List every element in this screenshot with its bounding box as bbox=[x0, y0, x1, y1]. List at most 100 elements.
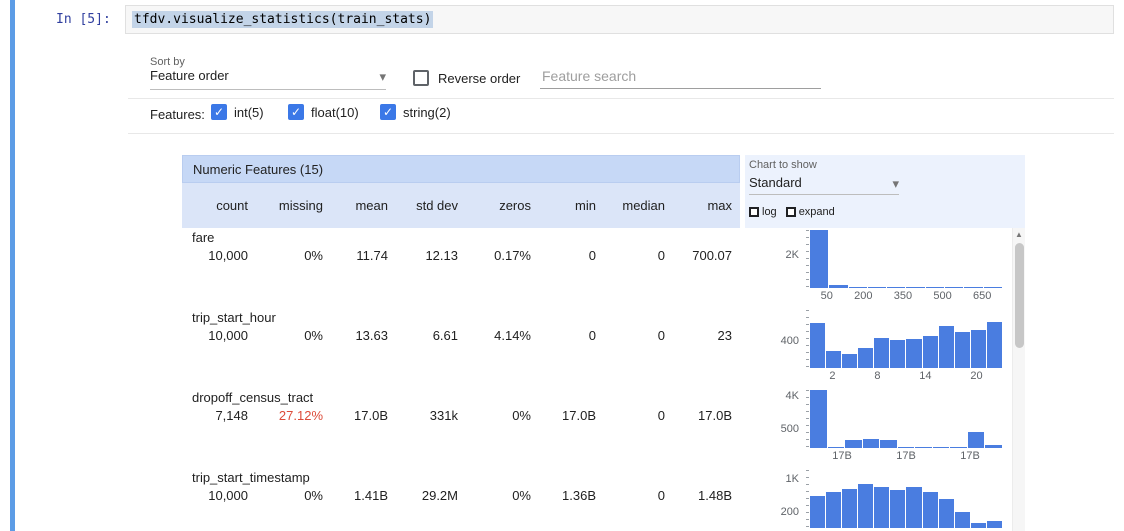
histogram-fare: 2K 50 200 350 500 650 bbox=[745, 228, 1013, 308]
histogram-bar bbox=[858, 484, 874, 528]
column-header-mean: mean bbox=[355, 198, 388, 213]
x-tick-label: 50 bbox=[820, 290, 833, 302]
histogram-bar bbox=[874, 487, 890, 528]
feature-values: 10,000 0% 1.41B 29.2M 0% 1.36B 0 1.48B bbox=[182, 488, 740, 503]
histogram-bar bbox=[845, 440, 862, 448]
filter-int[interactable]: ✓ int(5) bbox=[211, 104, 264, 120]
divider bbox=[128, 98, 1114, 99]
histogram-bar bbox=[970, 330, 986, 368]
reverse-order-checkbox[interactable]: ✓ bbox=[413, 70, 429, 86]
cell-median: 0 bbox=[657, 248, 665, 263]
chart-type-select[interactable]: Standard ▾ bbox=[749, 175, 899, 195]
histogram-bar bbox=[827, 447, 845, 448]
float-checkbox[interactable]: ✓ bbox=[288, 104, 304, 120]
histogram-bar bbox=[880, 440, 897, 448]
cell-max: 1.48B bbox=[698, 488, 732, 503]
chart-controls-panel: Chart to show Standard ▾ log expand bbox=[745, 155, 1025, 228]
x-tick-label: 350 bbox=[893, 290, 913, 302]
code-input[interactable]: tfdv.visualize_statistics(train_stats) bbox=[132, 11, 434, 28]
histogram-bar bbox=[890, 340, 906, 368]
x-tick-label: 17B bbox=[896, 450, 916, 462]
cell-max: 700.07 bbox=[692, 248, 732, 263]
table-row: dropoff_census_tract 7,148 27.12% 17.0B 331k… bbox=[182, 388, 740, 468]
sort-by-label: Sort by bbox=[150, 56, 185, 68]
scroll-up-icon[interactable]: ▲ bbox=[1015, 230, 1023, 239]
sort-by-select[interactable]: Feature order ▾ bbox=[150, 68, 386, 90]
histogram-bar bbox=[874, 338, 890, 368]
cell-mean: 1.41B bbox=[354, 488, 388, 503]
y-axis-labels: 2K bbox=[745, 230, 807, 288]
cell-min: 1.36B bbox=[562, 488, 596, 503]
histogram-bar bbox=[858, 348, 874, 368]
feature-name: fare bbox=[192, 230, 215, 245]
checkmark-icon: ✓ bbox=[382, 105, 394, 119]
histogram-bar bbox=[848, 287, 867, 288]
search-input[interactable] bbox=[540, 64, 821, 89]
cell-missing: 0% bbox=[304, 328, 323, 343]
cell-zeros: 0.17% bbox=[494, 248, 531, 263]
histogram-bar bbox=[842, 489, 858, 528]
x-axis-labels: 50 200 350 500 650 bbox=[810, 290, 1002, 302]
cell-max: 23 bbox=[717, 328, 732, 343]
cell-std-dev: 29.2M bbox=[421, 488, 458, 503]
feature-values: 10,000 0% 11.74 12.13 0.17% 0 0 700.07 bbox=[182, 248, 740, 263]
histogram-trip_start_timestamp: 1K 200 bbox=[745, 468, 1013, 531]
cell-missing: 0% bbox=[304, 488, 323, 503]
log-expand-options: log expand bbox=[749, 206, 841, 218]
histogram-bar bbox=[925, 287, 945, 288]
histogram-bar bbox=[810, 323, 826, 368]
table-row: trip_start_hour 10,000 0% 13.63 6.61 4.14% 0 0 2… bbox=[182, 308, 740, 388]
cell-min: 0 bbox=[588, 248, 596, 263]
log-toggle[interactable]: log bbox=[749, 206, 777, 218]
log-label: log bbox=[762, 206, 777, 218]
cell-count: 10,000 bbox=[208, 328, 248, 343]
histogram-bar bbox=[945, 287, 964, 288]
cell-missing: 0% bbox=[304, 248, 323, 263]
histogram-bar bbox=[967, 432, 985, 448]
histogram-bar bbox=[862, 439, 880, 448]
histogram-bar bbox=[922, 336, 938, 368]
histogram-bar bbox=[922, 492, 938, 528]
reverse-order-toggle[interactable]: ✓ Reverse order bbox=[413, 70, 520, 86]
cell-std-dev: 331k bbox=[429, 408, 458, 423]
y-tick-label: 4K bbox=[785, 389, 799, 402]
x-tick-label: 650 bbox=[972, 290, 992, 302]
expand-toggle[interactable]: expand bbox=[785, 206, 835, 218]
column-header-zeros: zeros bbox=[499, 198, 531, 213]
filter-float[interactable]: ✓ float(10) bbox=[288, 104, 359, 120]
table-row: trip_start_timestamp 10,000 0% 1.41B 29.2M 0%… bbox=[182, 468, 740, 531]
cell-zeros: 0% bbox=[512, 408, 531, 423]
histogram-bar bbox=[950, 447, 967, 448]
chart-type-value: Standard bbox=[749, 175, 802, 190]
feature-name: trip_start_timestamp bbox=[192, 470, 310, 485]
y-tick-label: 400 bbox=[780, 334, 799, 347]
cell-mean: 13.63 bbox=[355, 328, 388, 343]
histogram-bar bbox=[906, 339, 922, 368]
table-title: Numeric Features (15) bbox=[182, 155, 740, 183]
expand-checkbox[interactable] bbox=[785, 207, 796, 217]
histograms-column: 2K 50 200 350 500 650 400 2 8 14 20 4K 500 17B 17B 17B 1… bbox=[745, 228, 1013, 531]
table-row: fare 10,000 0% 11.74 12.13 0.17% 0 0 700.07 bbox=[182, 228, 740, 308]
cell-mean: 11.74 bbox=[356, 248, 388, 263]
string-checkbox[interactable]: ✓ bbox=[380, 104, 396, 120]
log-checkbox[interactable] bbox=[749, 207, 759, 217]
cell-median: 0 bbox=[657, 408, 665, 423]
code-cell[interactable]: tfdv.visualize_statistics(train_stats) bbox=[125, 5, 1114, 34]
histogram-bar bbox=[983, 287, 1002, 288]
int-checkbox[interactable]: ✓ bbox=[211, 104, 227, 120]
column-header-min: min bbox=[575, 198, 596, 213]
histogram-bar bbox=[842, 354, 858, 368]
histogram-bar bbox=[938, 499, 954, 528]
x-tick-label: 500 bbox=[933, 290, 952, 302]
filter-string[interactable]: ✓ string(2) bbox=[380, 104, 451, 120]
cell-count: 7,148 bbox=[215, 408, 248, 423]
column-header-missing: missing bbox=[278, 198, 323, 213]
histogram-bar bbox=[897, 447, 915, 448]
chevron-down-icon: ▾ bbox=[892, 176, 899, 191]
cell-std-dev: 12.13 bbox=[425, 248, 458, 263]
charts-scrollbar[interactable]: ▲ bbox=[1012, 228, 1025, 531]
histogram-bar bbox=[985, 445, 1003, 448]
filter-string-label: string(2) bbox=[403, 104, 451, 120]
histogram-bar bbox=[986, 322, 1002, 368]
scrollbar-thumb[interactable] bbox=[1015, 243, 1024, 348]
